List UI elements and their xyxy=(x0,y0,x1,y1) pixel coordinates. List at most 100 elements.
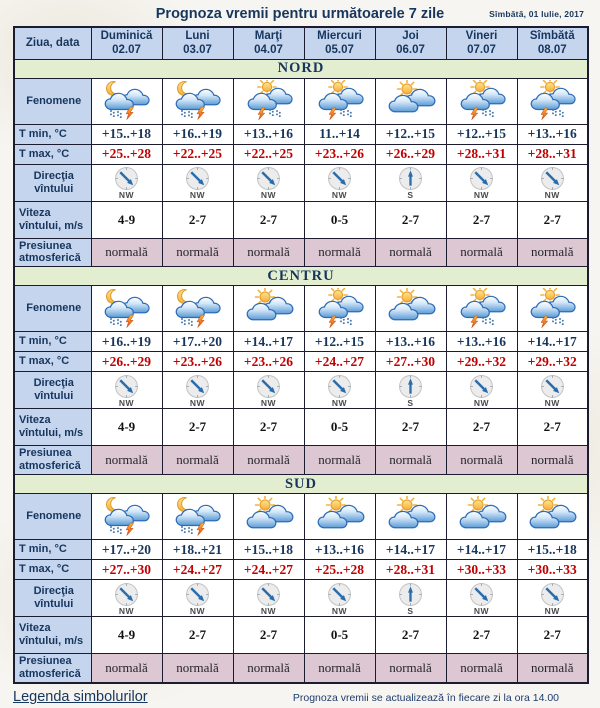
tmax-row: T max, °C +26..+29 +23..+26 +23..+26 +24..+2… xyxy=(13,351,589,373)
wind-speed-cell: 0-5 xyxy=(303,616,376,655)
wind-direction-row: Direcţia vîntului NW NW NW NW S NW NW xyxy=(13,579,589,618)
wind-direction-label: NW xyxy=(118,189,135,200)
wind-direction-label: NW xyxy=(331,605,348,616)
wind-direction-label: NW xyxy=(473,397,490,408)
tmax-cell: +22..+25 xyxy=(161,143,234,165)
pressure-cell: normală xyxy=(445,237,518,268)
sun-clouds-icon xyxy=(529,495,577,529)
tmax-cell: +23..+26 xyxy=(161,351,234,373)
sun-clouds-rain-lightning-icon xyxy=(460,80,506,121)
wind-direction-label: NW xyxy=(189,189,206,200)
row-label-wind-speed: Viteza vîntului, m/s xyxy=(13,616,92,655)
compass-arrow-nw-icon xyxy=(186,582,209,606)
wind-speed-cell: 2-7 xyxy=(232,200,305,239)
pressure-cell: normală xyxy=(90,653,163,684)
tmin-cell: +12..+15 xyxy=(445,123,518,145)
row-label-wind-dir: Direcţia vîntului xyxy=(13,163,92,202)
day-header: Sîmbătă 08.07 xyxy=(516,26,589,60)
phenomena-cell xyxy=(516,77,589,125)
section-title: NORD xyxy=(13,58,589,79)
compass-arrow-s-icon xyxy=(399,166,422,190)
footer: Legenda simbolurilor Prognoza vremii se … xyxy=(13,689,587,705)
wind-direction-label: NW xyxy=(331,397,348,408)
day-header: Vineri 07.07 xyxy=(445,26,518,60)
wind-direction-cell: NW xyxy=(445,579,518,618)
phenomena-cell xyxy=(161,493,234,541)
row-label-pressure: Presiunea atmosferică xyxy=(13,653,92,684)
tmax-cell: +26..+29 xyxy=(90,351,163,373)
page-title: Prognoza vremii pentru următoarele 7 zil… xyxy=(155,6,445,22)
moon-clouds-rain-lightning-icon xyxy=(104,80,150,120)
pressure-cell: normală xyxy=(445,653,518,684)
wind-direction-label: NW xyxy=(118,605,135,616)
sun-clouds-icon xyxy=(459,495,506,529)
phenomena-row: Fenomene xyxy=(13,493,589,541)
phenomena-cell xyxy=(232,493,305,541)
pressure-cell: normală xyxy=(303,653,376,684)
wind-speed-cell: 2-7 xyxy=(161,408,234,447)
pressure-cell: normală xyxy=(161,237,234,268)
pressure-cell: normală xyxy=(90,445,163,476)
tmax-cell: +24..+27 xyxy=(232,559,305,581)
wind-direction-cell: NW xyxy=(161,371,234,410)
row-label-pressure: Presiunea atmosferică xyxy=(13,237,92,268)
compass-arrow-nw-icon xyxy=(115,166,138,190)
tmax-cell: +23..+26 xyxy=(303,143,376,165)
wind-direction-label: NW xyxy=(189,397,206,408)
day-header: Luni 03.07 xyxy=(161,26,234,60)
tmin-cell: +12..+15 xyxy=(303,331,376,353)
sun-clouds-rain-lightning-icon xyxy=(318,287,364,328)
tmin-cell: +17..+20 xyxy=(90,539,163,561)
compass-arrow-nw-icon xyxy=(257,166,280,190)
compass-arrow-nw-icon xyxy=(328,166,351,190)
tmax-row: T max, °C +27..+30 +24..+27 +24..+27 +25..+2… xyxy=(13,559,589,581)
tmax-cell: +27..+30 xyxy=(90,559,163,581)
tmax-cell: +28..+31 xyxy=(374,559,447,581)
wind-direction-cell: NW xyxy=(232,371,305,410)
phenomena-cell xyxy=(303,77,376,125)
tmax-cell: +25..+28 xyxy=(303,559,376,581)
tmin-cell: +13..+16 xyxy=(445,331,518,353)
compass-arrow-nw-icon xyxy=(470,374,493,398)
wind-direction-cell: S xyxy=(374,579,447,618)
row-label-tmin: T min, °C xyxy=(13,539,92,561)
section-title: CENTRU xyxy=(13,266,589,287)
tmin-cell: +13..+16 xyxy=(374,331,447,353)
tmin-cell: +13..+16 xyxy=(516,123,589,145)
phenomena-cell xyxy=(303,493,376,541)
section-title: SUD xyxy=(13,474,589,495)
wind-direction-label: S xyxy=(407,397,414,408)
sun-clouds-icon xyxy=(317,495,364,529)
row-label-wind-speed: Viteza vîntului, m/s xyxy=(13,200,92,239)
tmax-row: T max, °C +25..+28 +22..+25 +22..+25 +23..+2… xyxy=(13,143,589,165)
compass-arrow-nw-icon xyxy=(470,582,493,606)
row-label-wind-dir: Direcţia vîntului xyxy=(13,371,92,410)
legend-link[interactable]: Legenda simbolurilor xyxy=(13,689,148,706)
row-label-phenomena: Fenomene xyxy=(13,493,92,541)
phenomena-cell xyxy=(445,285,518,333)
day-header: Marţi 04.07 xyxy=(232,26,305,60)
wind-direction-label: NW xyxy=(544,189,560,200)
wind-speed-cell: 0-5 xyxy=(303,200,376,239)
pressure-row: Presiunea atmosferică normală normală norma… xyxy=(13,653,589,684)
wind-direction-label: NW xyxy=(260,397,277,408)
tmax-cell: +30..+33 xyxy=(516,559,589,581)
compass-arrow-nw-icon xyxy=(540,166,564,190)
wind-direction-label: NW xyxy=(260,189,277,200)
section-header-row: CENTRU xyxy=(13,266,589,287)
tmin-cell: +13..+16 xyxy=(303,539,376,561)
wind-speed-cell: 2-7 xyxy=(516,616,589,655)
tmax-cell: +24..+27 xyxy=(161,559,234,581)
row-label-tmax: T max, °C xyxy=(13,143,92,165)
tmin-cell: 11..+14 xyxy=(303,123,376,145)
tmin-cell: +12..+15 xyxy=(374,123,447,145)
wind-speed-cell: 2-7 xyxy=(374,408,447,447)
wind-speed-cell: 4-9 xyxy=(90,616,163,655)
tmin-cell: +13..+16 xyxy=(232,123,305,145)
compass-arrow-nw-icon xyxy=(328,582,351,606)
tmin-cell: +15..+18 xyxy=(232,539,305,561)
phenomena-cell xyxy=(90,285,163,333)
update-note: Prognoza vremii se actualizează în fieca… xyxy=(292,692,559,705)
pressure-cell: normală xyxy=(90,237,163,268)
tmax-cell: +24..+27 xyxy=(303,351,376,373)
